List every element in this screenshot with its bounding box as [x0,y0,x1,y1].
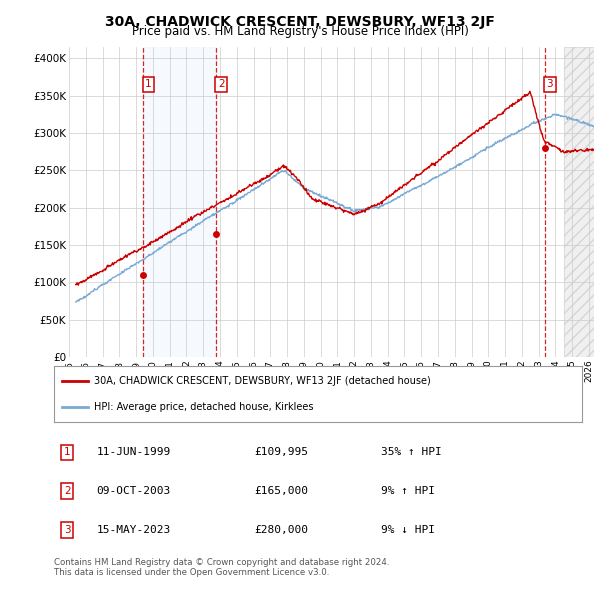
Text: 2: 2 [64,486,71,496]
Text: 11-JUN-1999: 11-JUN-1999 [96,447,170,457]
Bar [143,47,216,357]
Text: 09-OCT-2003: 09-OCT-2003 [96,486,170,496]
Text: 9% ↑ HPI: 9% ↑ HPI [382,486,436,496]
Text: 30A, CHADWICK CRESCENT, DEWSBURY, WF13 2JF: 30A, CHADWICK CRESCENT, DEWSBURY, WF13 2… [105,15,495,29]
Text: 30A, CHADWICK CRESCENT, DEWSBURY, WF13 2JF (detached house): 30A, CHADWICK CRESCENT, DEWSBURY, WF13 2… [94,376,430,386]
Text: HPI: Average price, detached house, Kirklees: HPI: Average price, detached house, Kirk… [94,402,313,412]
Text: 15-MAY-2023: 15-MAY-2023 [96,525,170,535]
Text: Price paid vs. HM Land Registry's House Price Index (HPI): Price paid vs. HM Land Registry's House … [131,25,469,38]
Bar [564,47,594,357]
Text: 3: 3 [64,525,71,535]
Text: 1: 1 [64,447,71,457]
Text: 2: 2 [218,80,224,89]
Bar [564,47,594,357]
Text: 9% ↓ HPI: 9% ↓ HPI [382,525,436,535]
Text: £165,000: £165,000 [254,486,308,496]
Text: Contains HM Land Registry data © Crown copyright and database right 2024.
This d: Contains HM Land Registry data © Crown c… [54,558,389,577]
Text: 1: 1 [145,80,152,89]
Text: £109,995: £109,995 [254,447,308,457]
Text: 3: 3 [547,80,553,89]
Text: £280,000: £280,000 [254,525,308,535]
Text: 35% ↑ HPI: 35% ↑ HPI [382,447,442,457]
